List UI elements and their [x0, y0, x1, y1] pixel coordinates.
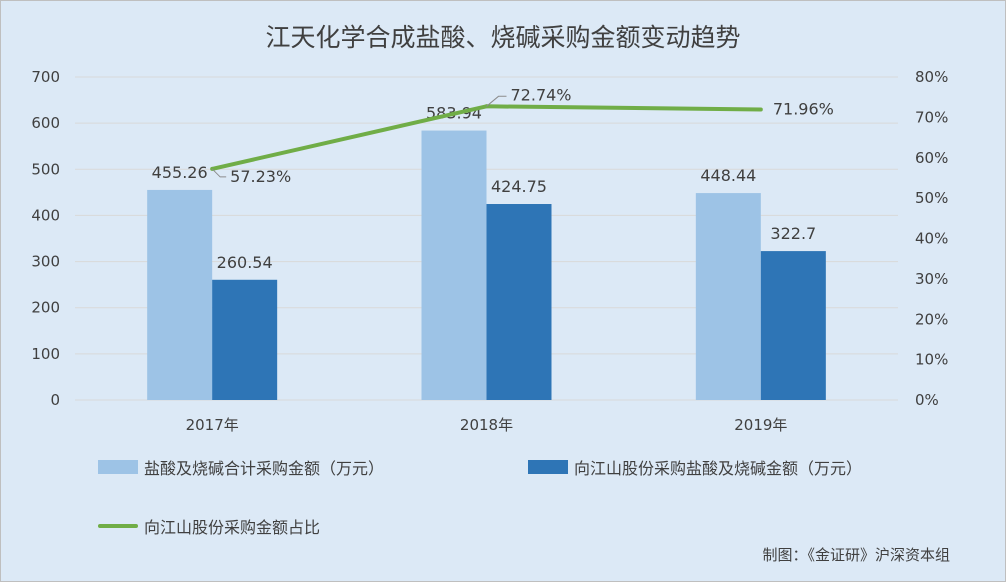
x-tick-label: 2017年: [186, 416, 239, 434]
legend-label-bar2: 向江山股份采购盐酸及烧碱金额（万元）: [574, 459, 863, 478]
bar-total: [421, 130, 487, 400]
leader-line: [211, 168, 227, 178]
legend-swatch-bar2: [528, 460, 568, 474]
y-right-tick-label: 0%: [915, 391, 939, 409]
source-note: 制图：《金证研》沪深资本组: [762, 546, 950, 564]
y-left-tick-label: 400: [31, 206, 60, 224]
chart-title: 江天化学合成盐酸、烧碱采购金额变动趋势: [265, 23, 741, 52]
bar-jiangshan: [212, 279, 278, 400]
legend-label-line: 向江山股份采购金额占比: [144, 518, 321, 537]
y-left-tick-label: 500: [31, 160, 60, 178]
bar-data-label: 455.26: [152, 163, 208, 182]
x-tick-label: 2019年: [734, 416, 787, 434]
y-left-tick-label: 600: [31, 114, 60, 132]
x-tick-label: 2018年: [460, 416, 513, 434]
bar-data-label: 322.7: [770, 224, 816, 243]
y-left-tick-label: 0: [50, 391, 60, 409]
y-right-tick-label: 30%: [915, 270, 948, 288]
y-right-tick-label: 20%: [915, 310, 948, 328]
bar-data-label: 448.44: [700, 166, 756, 185]
bar-jiangshan: [760, 251, 826, 400]
leader-line: [486, 95, 507, 107]
y-right-tick-label: 80%: [915, 68, 948, 86]
bar-total: [695, 193, 761, 400]
bar-jiangshan: [486, 204, 552, 400]
legend-label-bar1: 盐酸及烧碱合计采购金额（万元）: [144, 459, 385, 478]
y-left-tick-label: 300: [31, 253, 60, 271]
legend-swatch-line: [98, 524, 138, 528]
bar-data-label: 424.75: [491, 177, 547, 196]
bar-total: [147, 189, 213, 400]
y-right-tick-label: 50%: [915, 189, 948, 207]
line-point: [758, 107, 763, 112]
line-data-label: 72.74%: [511, 85, 572, 104]
legend-item-line: 向江山股份采购金额占比: [98, 514, 320, 538]
legend-swatch-bar1: [98, 460, 138, 474]
y-right-tick-label: 10%: [915, 351, 948, 369]
line-data-label: 57.23%: [230, 167, 291, 186]
bar-data-label: 260.54: [217, 253, 273, 272]
y-right-tick-label: 40%: [915, 230, 948, 248]
y-left-tick-label: 200: [31, 299, 60, 317]
legend-item-bar1: 盐酸及烧碱合计采购金额（万元）: [98, 455, 384, 479]
y-left-tick-label: 700: [31, 68, 60, 86]
y-left-tick-label: 100: [31, 345, 60, 363]
legend-item-bar2: 向江山股份采购盐酸及烧碱金额（万元）: [528, 455, 862, 479]
y-right-tick-label: 60%: [915, 149, 948, 167]
line-data-label: 71.96%: [773, 99, 834, 118]
y-right-tick-label: 70%: [915, 108, 948, 126]
